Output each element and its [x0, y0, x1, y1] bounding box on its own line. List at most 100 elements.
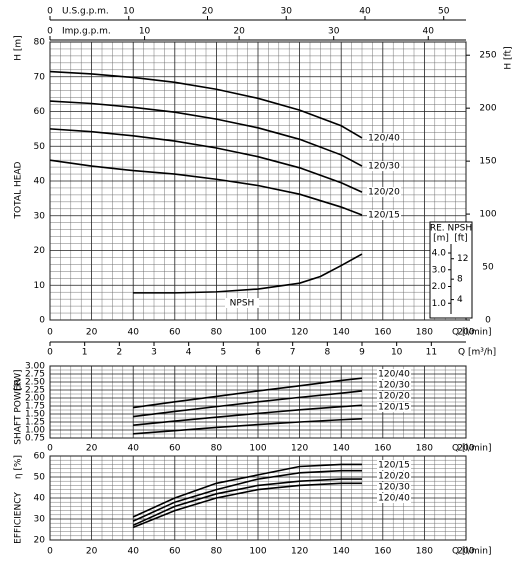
second-x-tick-label: 2	[116, 348, 122, 358]
y2-tick-label: 250	[479, 51, 496, 61]
series-label: NPSH	[230, 299, 255, 309]
x-tick-label: 140	[333, 444, 350, 454]
y-tick-label: 40	[34, 177, 46, 187]
npsh-ft-tick-label: 4	[457, 295, 463, 305]
series-label: 120/20	[378, 392, 410, 402]
top-axis-tick-label: 20	[233, 27, 245, 37]
top-axis-tick-label: 40	[423, 27, 435, 37]
top-axis-tick-label: 10	[123, 7, 135, 17]
x-tick-label: 120	[291, 328, 308, 338]
second-x-tick-label: 7	[290, 348, 296, 358]
x-tick-label: 60	[169, 444, 181, 454]
x-tick-label: 60	[169, 547, 181, 557]
x-axis-label: Q [l/min]	[452, 328, 491, 338]
y-tick-label: 20	[34, 536, 46, 546]
x-tick-label: 140	[333, 547, 350, 557]
series-label-bg	[377, 493, 411, 503]
second-x-tick-label: 0	[47, 348, 53, 358]
x-tick-label: 60	[169, 328, 181, 338]
y-tick-label: 60	[34, 107, 46, 117]
x-tick-label: 200	[457, 547, 474, 557]
curve	[133, 390, 363, 418]
y-axis-label: EFFICIENCY	[14, 492, 24, 544]
series-label-bg	[367, 161, 401, 172]
series-label: 120/15	[378, 403, 410, 413]
npsh-tick-label: 1.0	[432, 299, 447, 309]
curve	[132, 478, 362, 527]
x-tick-label: 80	[211, 328, 223, 338]
y-axis-title: [kW]	[14, 369, 24, 390]
x-tick-label: 200	[457, 444, 474, 454]
y-tick-label: 0	[39, 316, 45, 326]
series-label-bg	[367, 210, 401, 221]
y-tick-label: 50	[34, 142, 46, 152]
curve	[49, 100, 363, 167]
npsh-title: RE. NPSH	[430, 224, 472, 234]
series-label-bg	[367, 187, 401, 198]
y-tick-label: 3.00	[25, 362, 45, 372]
x-tick-label: 40	[127, 444, 139, 454]
series-label: 120/40	[378, 494, 410, 504]
curve	[132, 469, 362, 522]
x-tick-label: 0	[47, 328, 53, 338]
y2-tick-label: 200	[479, 104, 496, 114]
y-axis-label: SHAFT POWER	[14, 379, 24, 444]
x-tick-label: 160	[374, 444, 391, 454]
npsh-unit: [m]	[433, 234, 449, 244]
y-tick-label: 1.25	[25, 418, 45, 428]
series-label-bg	[377, 402, 411, 412]
x-tick-label: 40	[127, 328, 139, 338]
y-tick-label: 10	[34, 281, 46, 291]
y-axis-title: η [%]	[14, 455, 24, 479]
y-tick-label: 1.75	[25, 402, 45, 412]
npsh-unit: [ft]	[454, 234, 468, 244]
top-axis-tick-label: 40	[359, 7, 371, 17]
series-label: 120/30	[378, 381, 410, 391]
series-label: 120/40	[368, 133, 400, 143]
top-axis-label: U.S.g.p.m.	[62, 7, 109, 17]
npsh-inset	[429, 221, 473, 319]
y-axis-title: H [m]	[14, 35, 24, 60]
y2-axis-title: H [ft]	[504, 46, 514, 69]
npsh-tick-label: 2.0	[432, 282, 447, 292]
npsh-ft-tick-label: 12	[457, 254, 468, 264]
series-label-bg	[377, 391, 411, 401]
second-x-tick-label: 4	[186, 348, 192, 358]
y-tick-label: 50	[34, 473, 46, 483]
y-tick-label: 2.75	[25, 370, 45, 380]
series-label-bg	[377, 471, 411, 481]
x-tick-label: 160	[374, 547, 391, 557]
x-tick-label: 180	[416, 444, 433, 454]
top-axis-tick-label: 30	[281, 7, 293, 17]
y-tick-label: 30	[34, 515, 46, 525]
series-label: 120/15	[368, 211, 400, 221]
npsh-ft-tick-label: 8	[457, 275, 463, 285]
x-axis-label: Q [l/min]	[452, 547, 491, 557]
series-label: 120/30	[378, 483, 410, 493]
top-axis-label: Imp.g.p.m.	[62, 27, 111, 37]
curve	[132, 482, 362, 529]
curve	[133, 404, 363, 426]
x-tick-label: 0	[47, 547, 53, 557]
series-label: 120/40	[378, 370, 410, 380]
y2-tick-label: 100	[479, 210, 496, 220]
series-label: 120/15	[378, 461, 410, 471]
x-tick-label: 200	[457, 328, 474, 338]
y-tick-label: 2.00	[25, 394, 45, 404]
y-tick-label: 0.75	[25, 434, 45, 444]
curve	[133, 377, 363, 409]
series-label-bg	[377, 380, 411, 390]
y-tick-label: 1.50	[25, 410, 45, 420]
x-tick-label: 140	[333, 328, 350, 338]
x-tick-label: 20	[86, 547, 98, 557]
x-tick-label: 120	[291, 547, 308, 557]
y2-tick-label: 150	[479, 157, 496, 167]
npsh-tick-label: 4.0	[432, 249, 447, 259]
curve	[132, 463, 362, 518]
x-tick-label: 180	[416, 328, 433, 338]
curve	[49, 128, 363, 193]
series-label-bg	[377, 369, 411, 379]
x-axis-label: Q [l/min]	[452, 444, 491, 454]
top-axis-tick-label: 0	[47, 7, 53, 17]
series-label-bg	[367, 132, 401, 143]
